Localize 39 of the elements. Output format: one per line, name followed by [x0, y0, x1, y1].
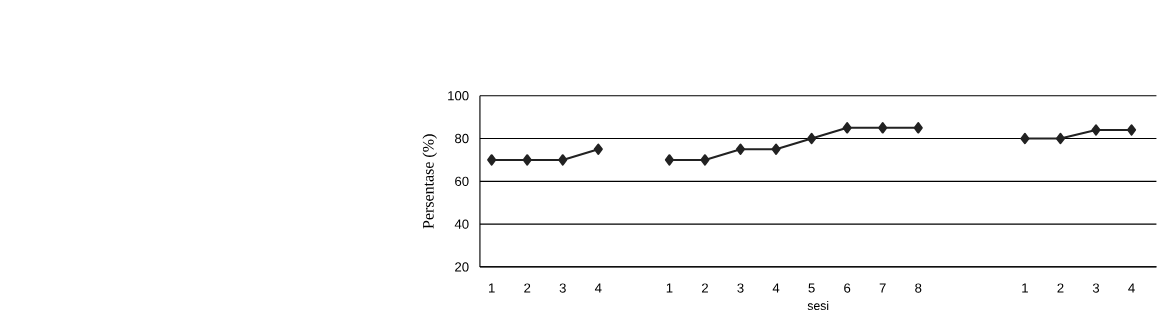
point [700, 154, 710, 166]
x-tick-label: 4 [772, 283, 780, 293]
point [807, 132, 817, 145]
point [593, 143, 603, 155]
x-tick-label: 4 [594, 283, 602, 293]
point [1055, 132, 1066, 145]
x-tick-label: 1 [1022, 283, 1028, 293]
x-axis-title: sesi [807, 300, 829, 310]
x-tick-label: 2 [524, 283, 531, 293]
x-tick-label: 4 [1128, 283, 1135, 293]
point [664, 154, 674, 166]
point [913, 122, 923, 134]
y-tick-label: 20 [455, 262, 469, 272]
x-tick-label: 3 [1092, 283, 1100, 293]
y-axis-title: Persentase (%) [422, 134, 437, 229]
x-tick-label: 1 [489, 283, 495, 293]
point [1126, 124, 1137, 136]
y-tick-label: 100 [448, 90, 469, 101]
x-tick-label: 8 [915, 283, 922, 293]
x-tick-label: 2 [1057, 283, 1064, 293]
point [522, 154, 532, 166]
point [558, 154, 568, 166]
y-tick-label: 60 [455, 176, 469, 186]
x-tick-label: 2 [701, 283, 708, 293]
x-tick-label: 1 [666, 283, 673, 293]
point [842, 122, 852, 134]
point [1091, 124, 1101, 136]
point [878, 122, 888, 134]
point [771, 143, 781, 155]
x-tick-label: 5 [808, 283, 815, 293]
y-tick-label: 80 [455, 133, 469, 144]
x-tick-label: 7 [879, 283, 886, 293]
point [735, 143, 746, 155]
x-tick-label: 3 [737, 283, 744, 293]
point [1020, 132, 1030, 145]
x-tick-label: 6 [844, 283, 851, 293]
y-tick-label: 40 [454, 219, 469, 229]
x-tick-label: 3 [559, 283, 566, 293]
point [487, 154, 497, 166]
